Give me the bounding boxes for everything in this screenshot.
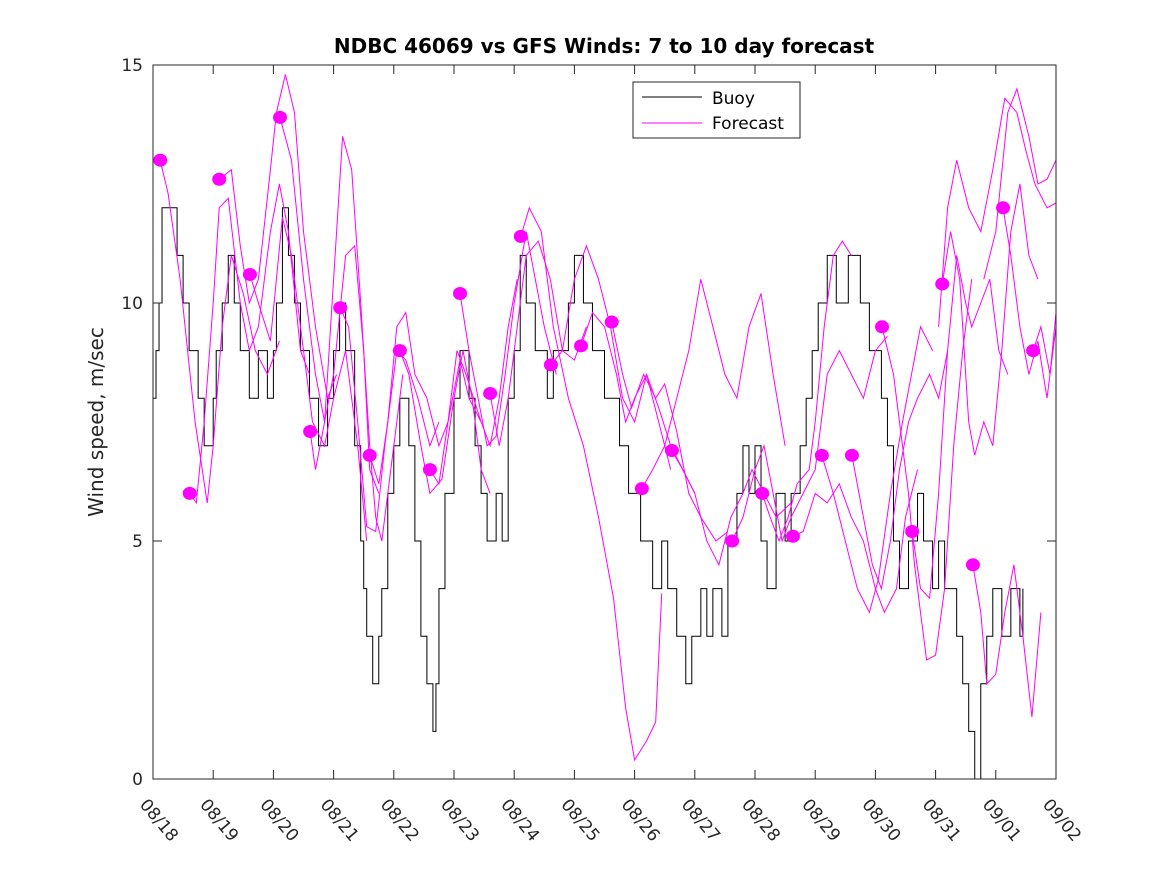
forecast-line xyxy=(459,231,557,447)
forecast-line xyxy=(792,469,918,614)
forecast-start-marker xyxy=(996,201,1011,215)
forecast-start-marker xyxy=(905,524,920,538)
x-tick-label: 08/28 xyxy=(737,795,784,845)
forecast-line xyxy=(641,279,786,489)
forecast-line xyxy=(731,335,888,543)
y-axis-label: Wind speed, m/sec xyxy=(84,327,108,517)
forecast-start-marker xyxy=(362,448,377,462)
x-tick-label: 08/24 xyxy=(496,795,543,845)
forecast-line xyxy=(671,450,792,567)
forecast-start-marker xyxy=(814,448,829,462)
forecast-start-marker xyxy=(303,425,318,439)
x-tick-label: 08/18 xyxy=(135,795,182,845)
forecast-start-marker xyxy=(392,344,407,358)
forecast-start-marker xyxy=(212,172,227,186)
forecast-line xyxy=(429,279,518,486)
forecast-start-marker xyxy=(785,529,800,543)
forecast-line xyxy=(851,350,949,591)
y-tick-label: 15 xyxy=(121,56,143,76)
forecast-line xyxy=(941,183,1039,456)
forecast-start-marker xyxy=(483,386,498,400)
forecast-line xyxy=(938,97,1057,327)
forecast-start-marker xyxy=(664,444,679,458)
forecast-line xyxy=(911,255,1009,600)
forecast-start-marker xyxy=(755,486,770,500)
forecast-start-marker xyxy=(182,486,197,500)
forecast-line xyxy=(520,206,663,762)
forecast-line xyxy=(399,350,491,495)
forecast-start-marker xyxy=(574,339,589,353)
forecast-line xyxy=(1032,312,1057,375)
forecast-line xyxy=(761,240,852,543)
forecast-start-marker xyxy=(844,448,859,462)
x-tick-label: 08/20 xyxy=(256,795,303,845)
forecast-line xyxy=(972,564,1042,718)
x-tick-label: 08/27 xyxy=(677,795,724,845)
x-tick-label: 08/23 xyxy=(436,795,483,845)
forecast-line xyxy=(189,183,310,505)
forecast-line xyxy=(489,240,587,446)
x-tick-label: 08/26 xyxy=(617,795,664,845)
forecast-start-marker xyxy=(453,286,468,300)
forecast-start-marker xyxy=(422,463,437,477)
x-tick-label: 08/31 xyxy=(918,795,965,845)
x-tick-label: 08/19 xyxy=(195,795,242,845)
forecast-start-marker xyxy=(965,558,980,572)
forecast-start-marker xyxy=(634,482,649,496)
x-tick-label: 08/25 xyxy=(557,795,604,845)
forecast-line xyxy=(881,279,973,661)
buoy-line xyxy=(153,207,1024,780)
x-tick-label: 09/02 xyxy=(1038,795,1085,845)
forecast-start-marker xyxy=(513,229,528,243)
forecast-series-group xyxy=(159,74,1057,762)
forecast-line xyxy=(249,217,368,542)
forecast-line xyxy=(821,325,934,614)
forecast-start-marker xyxy=(1026,344,1041,358)
forecast-start-marker xyxy=(935,277,950,291)
x-tick-label: 08/29 xyxy=(797,795,844,845)
y-tick-label: 10 xyxy=(121,294,143,314)
x-tick-label: 08/22 xyxy=(376,795,423,845)
forecast-start-marker xyxy=(604,315,619,329)
forecast-start-marker xyxy=(333,301,348,315)
forecast-start-marker xyxy=(875,320,890,334)
plot-frame xyxy=(152,64,1057,780)
x-tick-label: 09/01 xyxy=(978,795,1025,845)
legend-label-buoy: Buoy xyxy=(712,89,755,109)
forecast-line xyxy=(309,136,404,542)
forecast-line xyxy=(369,311,482,485)
forecast-start-markers xyxy=(153,110,1041,572)
forecast-start-marker xyxy=(725,534,740,548)
forecast-start-marker xyxy=(153,153,168,167)
y-axis: 0 5 10 15 xyxy=(121,56,1056,790)
forecast-start-marker xyxy=(273,110,288,124)
legend-box xyxy=(632,81,801,139)
forecast-line xyxy=(159,160,280,503)
chart-title: NDBC 46069 vs GFS Winds: 7 to 10 day for… xyxy=(334,34,875,58)
forecast-start-marker xyxy=(242,267,257,281)
forecast-line xyxy=(611,321,729,542)
legend: Buoy Forecast xyxy=(632,81,801,139)
y-tick-label: 0 xyxy=(132,770,143,790)
forecast-start-marker xyxy=(543,358,558,372)
x-tick-label: 08/21 xyxy=(316,795,363,845)
legend-label-forecast: Forecast xyxy=(712,114,784,134)
forecast-line xyxy=(1002,207,1057,399)
buoy-series xyxy=(153,207,1024,780)
plot-background xyxy=(153,65,1056,779)
y-tick-label: 5 xyxy=(132,532,143,552)
x-tick-label: 08/30 xyxy=(858,795,905,845)
